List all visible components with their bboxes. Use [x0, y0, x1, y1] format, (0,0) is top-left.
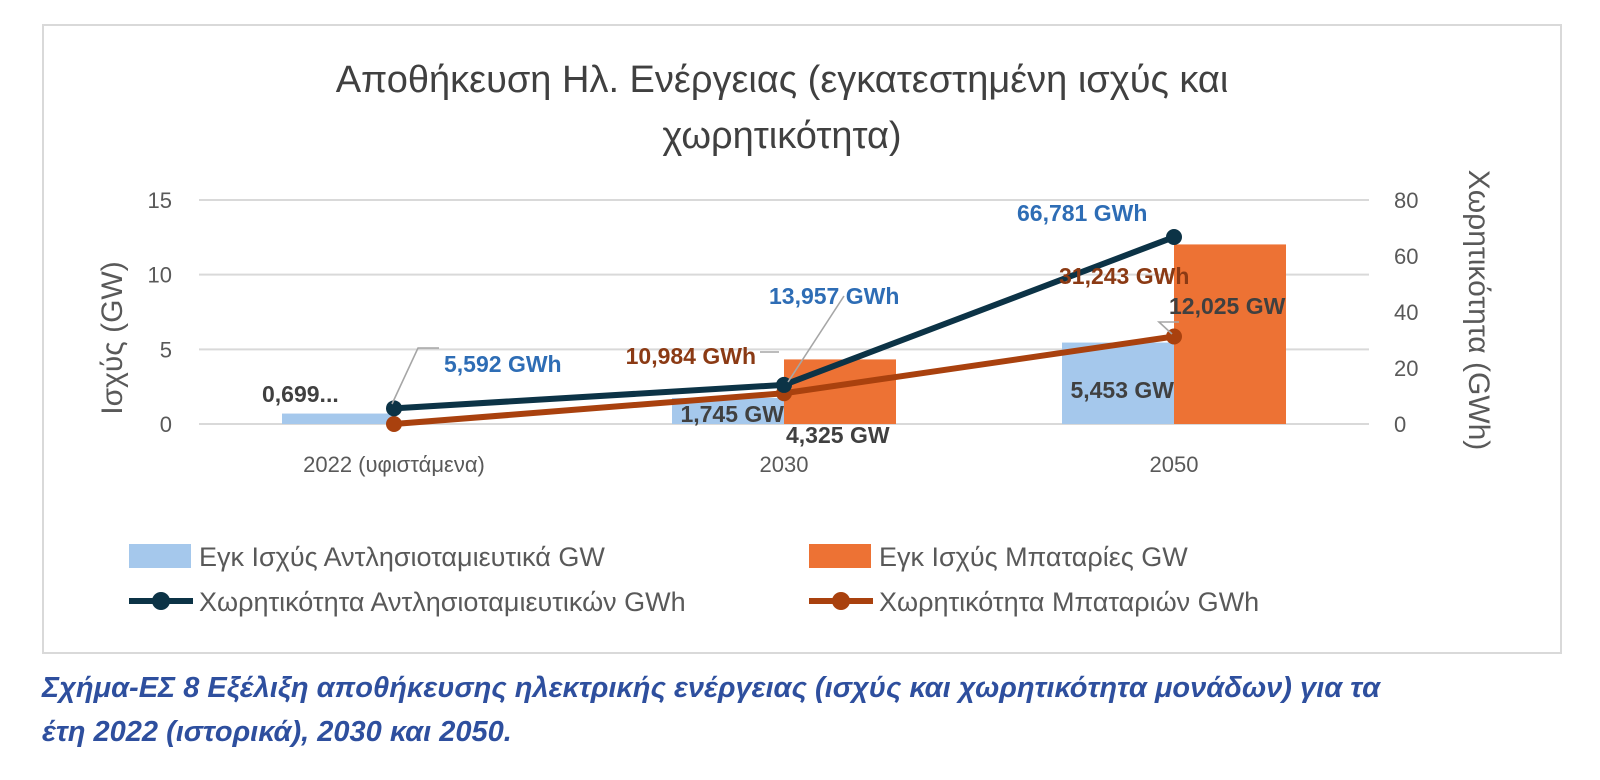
line-marker-0-0	[386, 400, 402, 417]
label-pumped-gw-2030: 1,745 GW	[680, 401, 784, 427]
label-pumped-gw-2050: 5,453 GW	[1070, 377, 1174, 403]
category-label-0: 2022 (υφιστάμενα)	[303, 452, 485, 477]
legend-marker-3	[832, 592, 850, 610]
left-tick-label: 10	[148, 263, 172, 288]
legend-label-0: Εγκ Ισχύς Αντλησιοταμιευτικά GW	[199, 542, 605, 572]
left-tick-label: 5	[160, 337, 172, 362]
left-tick-label: 0	[160, 412, 172, 437]
bar-1-2	[1174, 244, 1286, 424]
right-tick-label: 60	[1394, 244, 1418, 269]
leader-2022	[391, 347, 439, 405]
bar-0-2	[1062, 342, 1174, 424]
label-pumped-gwh-2022: 5,592 GWh	[444, 351, 562, 377]
caption-line-2: έτη 2022 (ιστορικά), 2030 και 2050.	[42, 716, 512, 748]
legend: Εγκ Ισχύς Αντλησιοταμιευτικά GW Εγκ Ισχύς…	[129, 542, 1259, 617]
bar-0-0	[282, 413, 394, 424]
right-tick-label: 40	[1394, 300, 1418, 325]
legend-label-1: Εγκ Ισχύς Μπαταρίες GW	[879, 542, 1188, 572]
label-pumped-gw-2022: 0,699...	[262, 381, 339, 407]
left-axis-title: Ισχύς (GW)	[96, 261, 129, 414]
right-axis-ticks: 0 20 40 60 80	[1394, 188, 1418, 437]
chart-area: Αποθήκευση Ηλ. Ενέργειας (εγκατεστημένη …	[42, 24, 1562, 654]
leader-2030	[787, 295, 845, 383]
label-battery-gw-2050: 12,025 GW	[1169, 293, 1286, 319]
chart-title-line-1: Αποθήκευση Ηλ. Ενέργειας (εγκατεστημένη …	[336, 59, 1229, 101]
category-label-1: 2030	[760, 452, 809, 477]
right-tick-label: 80	[1394, 188, 1418, 213]
category-label-2: 2050	[1150, 452, 1199, 477]
label-pumped-gwh-2030: 13,957 GWh	[769, 283, 899, 309]
legend-marker-2	[152, 592, 170, 610]
caption-line-1: Σχήμα-ΕΣ 8 Εξέλιξη αποθήκευσης ηλεκτρική…	[42, 672, 1381, 704]
data-labels: 0,699... 1,745 GW 5,453 GW 4,325 GW 12,025 G…	[262, 200, 1286, 448]
right-tick-label: 20	[1394, 356, 1418, 381]
label-pumped-gwh-2050: 66,781 GWh	[1017, 200, 1147, 226]
legend-swatch-0	[129, 544, 191, 568]
lines	[386, 229, 1182, 432]
right-tick-label: 0	[1394, 412, 1406, 437]
legend-label-2: Χωρητικότητα Αντλησιοταμιευτικών GWh	[199, 587, 686, 617]
right-axis-title: Χωρητικότητα (GWh)	[1462, 170, 1495, 451]
label-battery-gwh-2050: 31,243 GWh	[1059, 263, 1189, 289]
leader-2050	[1156, 321, 1179, 335]
line-marker-1-0	[386, 416, 402, 432]
line-marker-0-2	[1166, 229, 1182, 246]
category-labels: 2022 (υφιστάμενα) 2030 2050	[303, 452, 1198, 477]
label-battery-gw-2030: 4,325 GW	[786, 422, 890, 448]
label-battery-gwh-2030: 10,984 GWh	[626, 343, 756, 369]
legend-swatch-1	[809, 544, 871, 568]
figure-caption: Σχήμα-ΕΣ 8 Εξέλιξη αποθήκευσης ηλεκτρική…	[42, 666, 1582, 754]
left-tick-label: 15	[148, 188, 172, 213]
left-axis-ticks: 0 5 10 15	[148, 188, 172, 437]
bars	[282, 244, 1286, 424]
chart-title-line-2: χωρητικότητα)	[662, 115, 901, 157]
chart-svg: Αποθήκευση Ηλ. Ενέργειας (εγκατεστημένη …	[96, 59, 1495, 617]
legend-label-3: Χωρητικότητα Μπαταριών GWh	[879, 587, 1259, 617]
